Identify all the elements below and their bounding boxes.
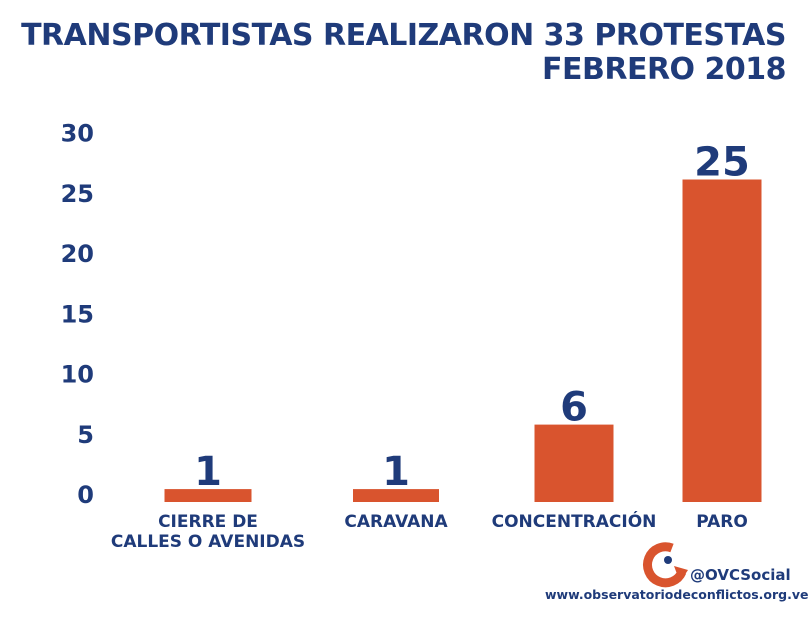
y-tick-label: 20 — [61, 240, 94, 268]
x-category-label-line: CARAVANA — [344, 512, 448, 532]
y-tick-label: 5 — [77, 421, 94, 449]
x-category-label: CIERRE DE CALLES O AVENIDAS — [108, 512, 308, 552]
chart-title: TRANSPORTISTAS REALIZARON 33 PROTESTAS — [21, 18, 786, 53]
x-category-label-line: CONCENTRACIÓN — [491, 512, 657, 532]
data-label: 6 — [560, 385, 588, 431]
x-category-label-line: PARO — [696, 512, 748, 532]
data-label: 1 — [194, 449, 222, 495]
bar — [353, 489, 439, 502]
x-category-label: PARO — [622, 512, 808, 532]
social-handle: @OVCSocial — [690, 566, 791, 584]
bar — [164, 489, 252, 502]
chart-subtitle: FEBRERO 2018 — [542, 52, 787, 87]
bar — [534, 424, 614, 502]
y-tick-label: 10 — [61, 361, 94, 389]
x-category-label-line: CIERRE DE — [158, 512, 258, 532]
ovc-logo-icon — [643, 542, 688, 588]
data-label: 1 — [382, 449, 410, 495]
y-tick-label: 30 — [61, 120, 94, 148]
x-category-label: CARAVANA — [296, 512, 496, 532]
x-category-label-line: CALLES O AVENIDAS — [110, 532, 306, 552]
x-category-label: CONCENTRACIÓN — [474, 512, 674, 532]
bar — [682, 179, 762, 502]
data-label: 25 — [694, 140, 750, 186]
y-tick-label: 0 — [77, 481, 94, 509]
website-url: www.observatoriodeconflictos.org.ve — [545, 587, 808, 602]
y-tick-label: 25 — [61, 180, 94, 208]
y-tick-label: 15 — [61, 300, 94, 328]
